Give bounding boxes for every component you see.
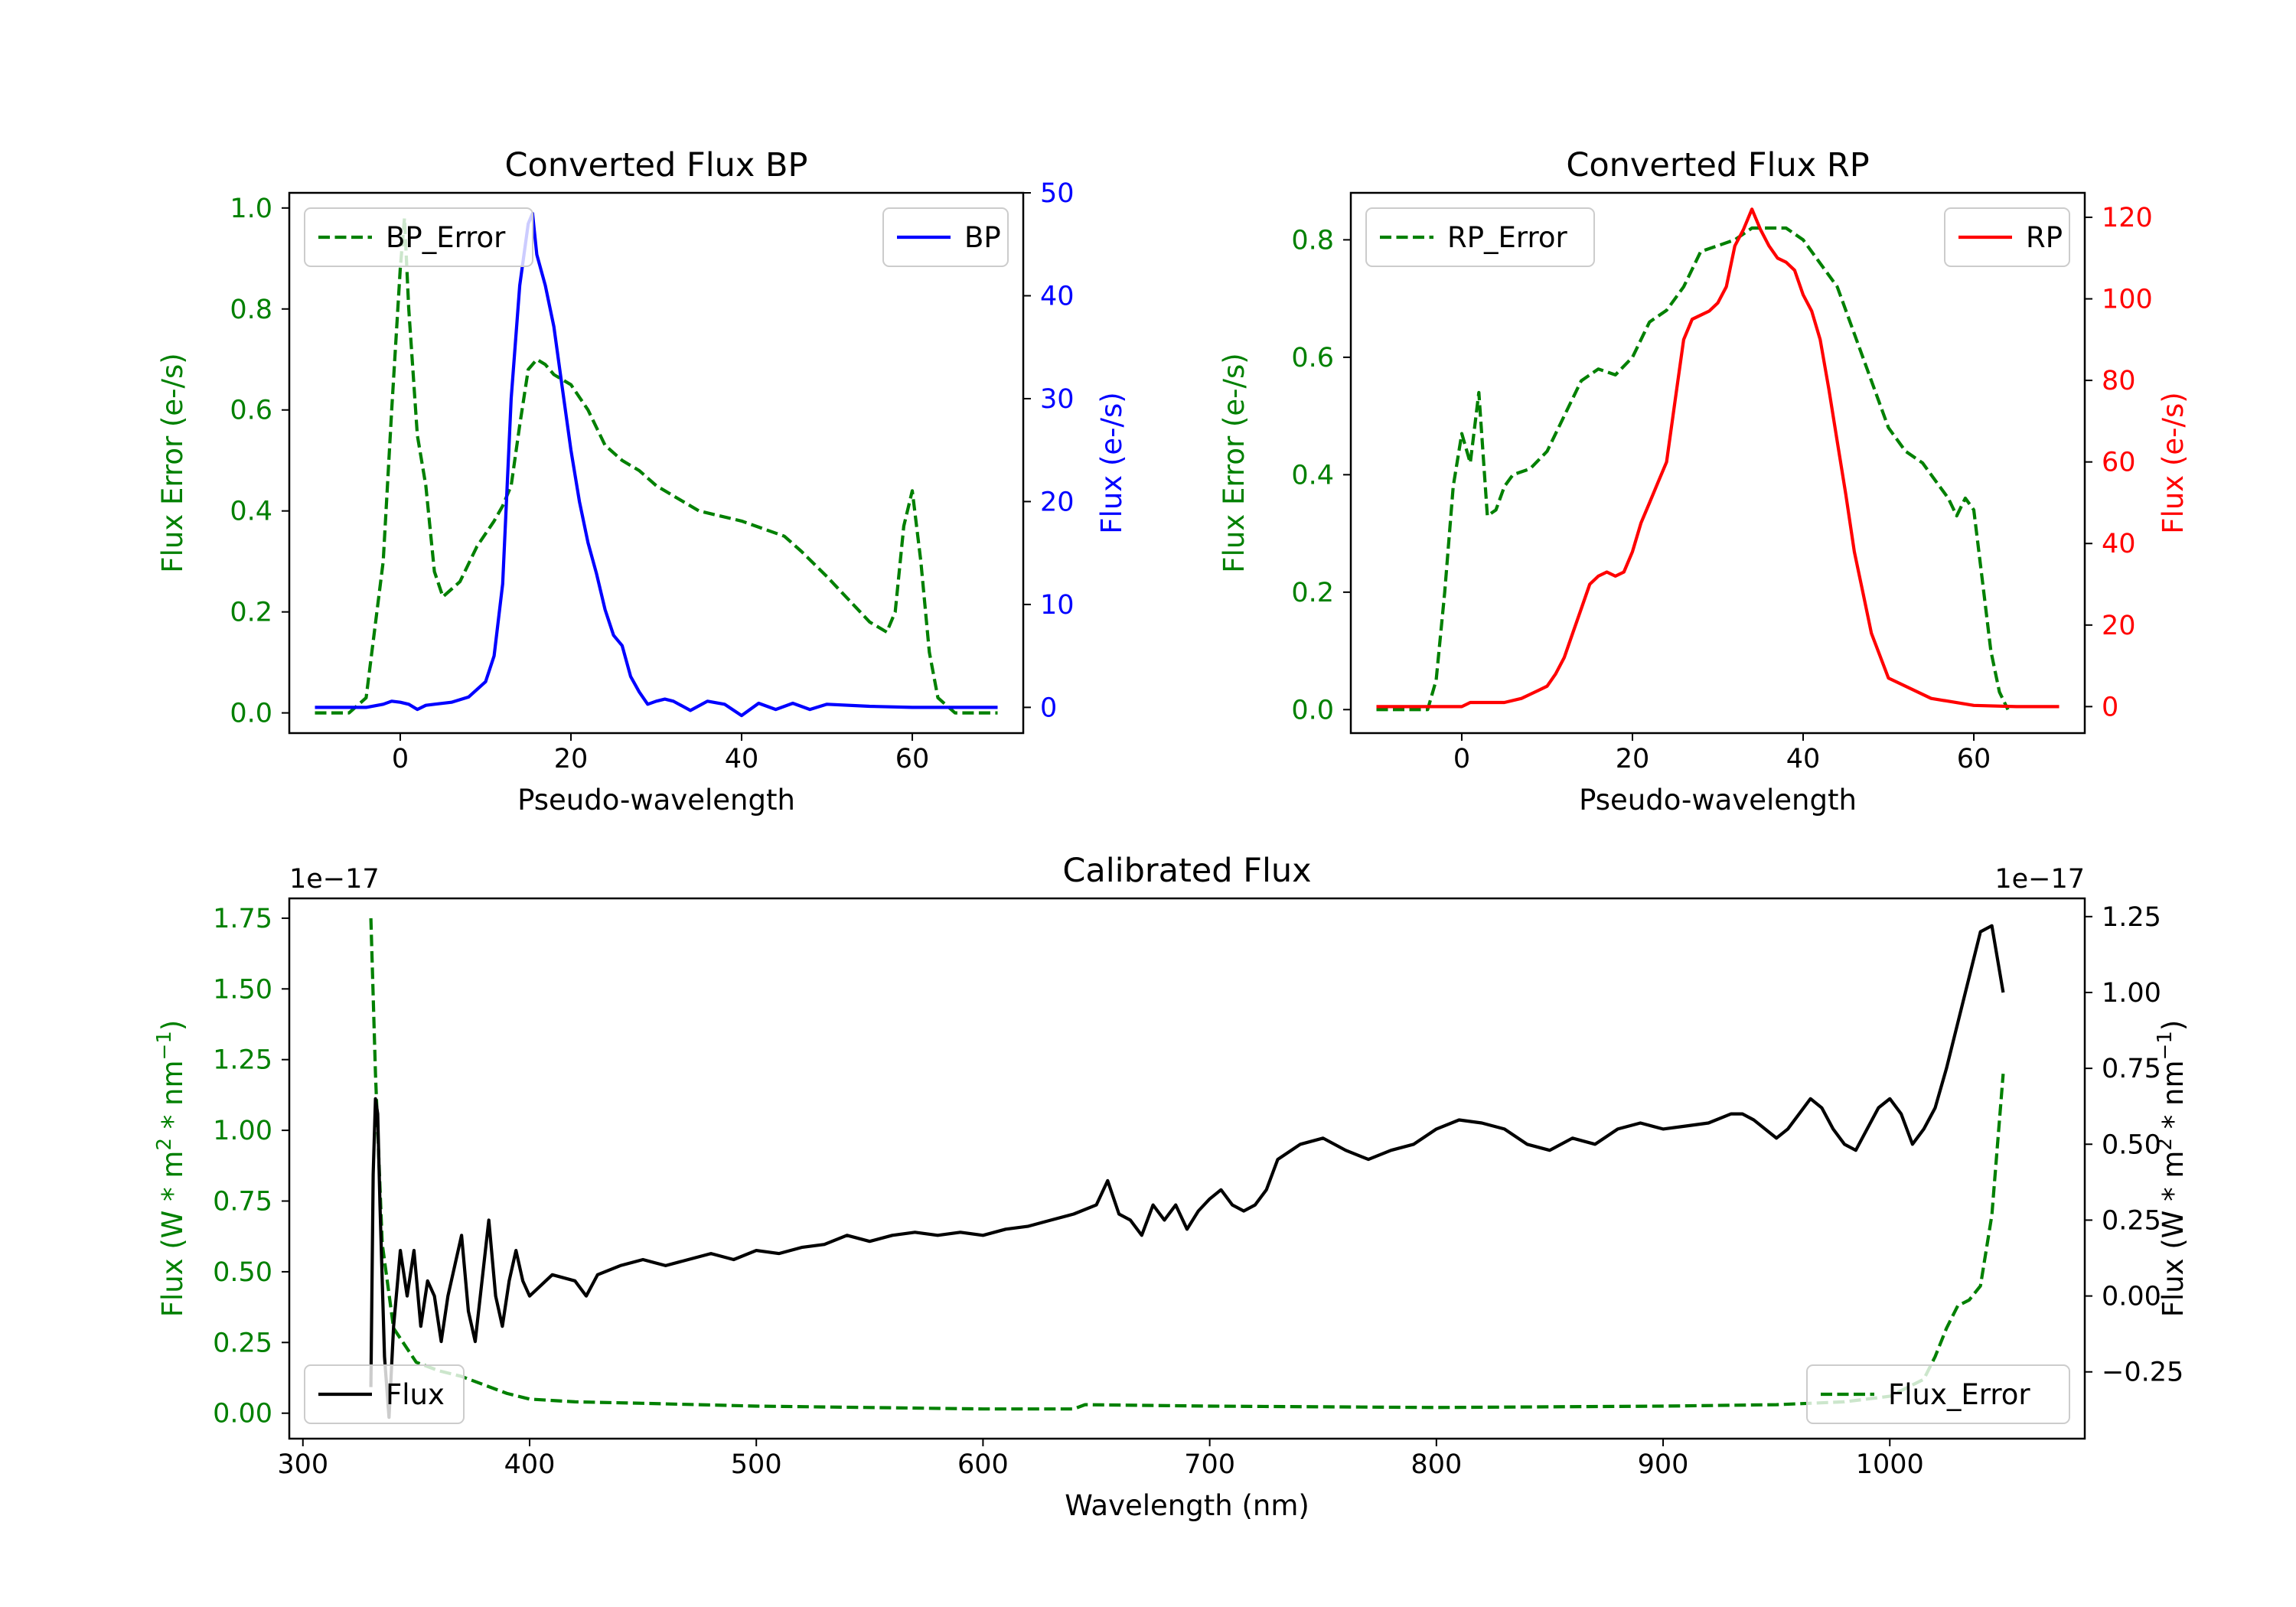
chart-title: Calibrated Flux: [1062, 852, 1311, 890]
y-left-tick-label: 0.25: [213, 1328, 272, 1358]
x-tick-label: 600: [957, 1449, 1009, 1480]
y-right-axis-label: Flux (W * m2 * nm−1): [2154, 1020, 2190, 1318]
y-left-tick-label: 0.75: [213, 1187, 272, 1217]
x-tick-label: 900: [1638, 1449, 1689, 1480]
x-tick-label: 400: [504, 1449, 556, 1480]
chart-panel: 300 400 500 600 700 800 900 1000 0.00 0.25 0.50 0.7…: [153, 852, 2190, 1522]
y-right-tick-label: 0: [1040, 693, 1057, 723]
y-right-tick-label: 40: [2102, 529, 2136, 559]
legend-label: RP_Error: [1447, 221, 1567, 254]
y-right-tick-label: 20: [1040, 487, 1075, 517]
y-left-tick-label: 0.8: [1291, 225, 1334, 256]
x-tick-label: 800: [1411, 1449, 1462, 1480]
series-line-bp-error: [315, 216, 998, 715]
y-left-tick-label: 0.00: [213, 1399, 272, 1429]
y-right-axis-label: Flux (e-/s): [2157, 392, 2190, 533]
y-left-offset-label: 1e−17: [289, 864, 380, 895]
y-left-tick-label: 1.25: [213, 1045, 272, 1076]
legend-box: [304, 207, 533, 267]
y-right-tick-label: 120: [2102, 203, 2153, 233]
x-tick-label: 700: [1184, 1449, 1235, 1480]
y-right-tick-label: 10: [1040, 590, 1075, 621]
chart-panel: 0 20 40 60 0.0 0.2 0.4 0.6 0.8 0 20 40 60 80 100 120 Con…: [1218, 146, 2190, 817]
series-line-bp: [315, 211, 998, 718]
y-left-tick-label: 0.2: [230, 598, 272, 628]
chart-title: Converted Flux BP: [505, 146, 808, 184]
series-line-rp: [1376, 207, 2060, 709]
legend: BP: [882, 207, 1009, 267]
x-tick-label: 20: [554, 744, 589, 774]
y-right-tick-label: 0.00: [2102, 1282, 2161, 1312]
series-line-flux: [369, 924, 2005, 1420]
x-tick-label: 60: [1957, 744, 1991, 774]
y-right-tick-label: −0.25: [2102, 1358, 2183, 1388]
y-right-tick-label: 1.25: [2102, 902, 2161, 933]
y-left-tick-label: 1.50: [213, 974, 272, 1005]
x-axis-label: Pseudo-wavelength: [1579, 784, 1857, 817]
legend: RP: [1944, 207, 2070, 267]
x-tick-label: 0: [392, 744, 409, 774]
legend-label: Flux_Error: [1888, 1378, 2030, 1411]
y-right-tick-label: 0.25: [2102, 1205, 2161, 1236]
chart-panel: 0 20 40 60 0.0 0.2 0.4 0.6 0.8 1.0 0 10 20 30 40 50 Conv…: [156, 146, 1128, 817]
y-left-tick-label: 0.6: [230, 396, 272, 426]
y-left-tick-label: 0.8: [230, 295, 272, 325]
x-axis-label: Wavelength (nm): [1065, 1489, 1309, 1522]
x-tick-label: 500: [731, 1449, 782, 1480]
y-left-tick-label: 1.75: [213, 904, 272, 934]
x-tick-label: 40: [725, 744, 759, 774]
chart-title: Converted Flux RP: [1566, 146, 1869, 184]
legend-box: [1806, 1364, 2070, 1424]
legend-label: BP_Error: [386, 221, 506, 254]
y-right-tick-label: 0: [2102, 692, 2118, 722]
y-left-tick-label: 0.6: [1291, 343, 1334, 373]
y-right-axis-label: Flux (e-/s): [1095, 392, 1128, 533]
x-tick-label: 60: [895, 744, 930, 774]
x-tick-label: 1000: [1856, 1449, 1924, 1480]
legend-label: RP: [2026, 221, 2063, 254]
legend: Flux: [304, 1364, 465, 1424]
y-right-tick-label: 100: [2102, 285, 2153, 315]
series-line-rp-error: [1376, 226, 2010, 712]
legend: BP_Error: [304, 207, 533, 267]
plot-frame: [1349, 191, 2086, 735]
y-right-tick-label: 80: [2102, 366, 2136, 396]
y-left-tick-label: 0.0: [230, 699, 272, 729]
legend: RP_Error: [1365, 207, 1595, 267]
y-left-axis-label: Flux Error (e-/s): [156, 353, 189, 572]
y-left-tick-label: 0.50: [213, 1257, 272, 1288]
y-right-offset-label: 1e−17: [1994, 864, 2085, 895]
y-right-tick-label: 30: [1040, 384, 1075, 415]
y-left-tick-label: 0.4: [1291, 460, 1334, 491]
y-left-tick-label: 0.2: [1291, 578, 1334, 608]
plot-frame: [288, 191, 1025, 735]
legend-label: Flux: [386, 1378, 445, 1411]
y-left-tick-label: 1.00: [213, 1116, 272, 1146]
x-tick-label: 0: [1453, 744, 1470, 774]
y-right-tick-label: 1.00: [2102, 978, 2161, 1009]
plot-frame: [288, 897, 2086, 1440]
y-right-tick-label: 0.75: [2102, 1054, 2161, 1084]
y-left-axis-label: Flux (W * m2 * nm−1): [153, 1020, 189, 1318]
y-right-tick-label: 50: [1040, 178, 1075, 209]
y-left-tick-label: 1.0: [230, 194, 272, 224]
legend: Flux_Error: [1806, 1364, 2070, 1424]
legend-box: [1365, 207, 1595, 267]
y-left-axis-label: Flux Error (e-/s): [1218, 353, 1251, 572]
y-right-tick-label: 40: [1040, 281, 1075, 311]
y-right-tick-label: 0.50: [2102, 1129, 2161, 1160]
y-right-tick-label: 60: [2102, 448, 2136, 478]
y-left-tick-label: 0.0: [1291, 695, 1334, 725]
y-right-tick-label: 20: [2102, 611, 2136, 641]
legend-label: BP: [964, 221, 1001, 254]
x-tick-label: 20: [1616, 744, 1650, 774]
y-left-tick-label: 0.4: [230, 497, 272, 527]
series-line-flux-error: [369, 918, 2005, 1411]
x-axis-label: Pseudo-wavelength: [517, 784, 795, 817]
x-tick-label: 40: [1786, 744, 1821, 774]
legend-box: [304, 1364, 465, 1424]
x-tick-label: 300: [277, 1449, 328, 1480]
